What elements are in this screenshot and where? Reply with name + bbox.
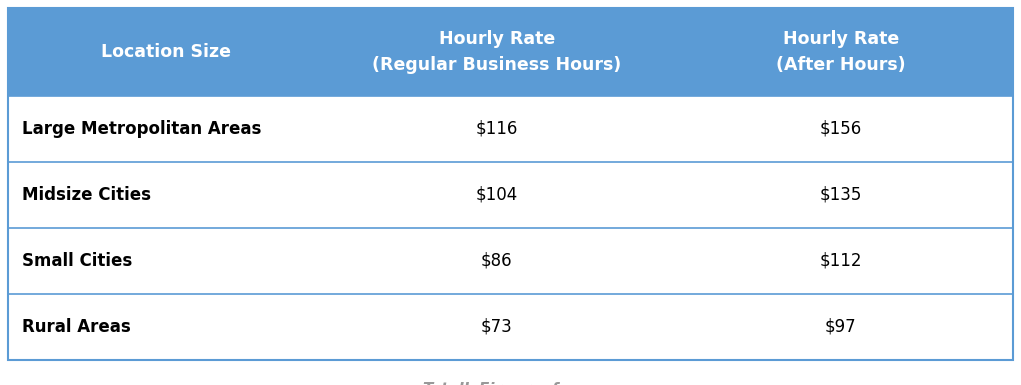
Text: $135: $135 xyxy=(820,186,862,204)
Bar xyxy=(669,96,1013,162)
Text: $156: $156 xyxy=(820,120,862,138)
Bar xyxy=(325,162,669,228)
Bar xyxy=(8,228,325,294)
Bar xyxy=(325,294,669,360)
Text: $73: $73 xyxy=(481,318,513,336)
Bar xyxy=(669,228,1013,294)
Bar xyxy=(8,96,325,162)
Text: Location Size: Location Size xyxy=(101,43,232,61)
Text: $86: $86 xyxy=(481,252,513,270)
Text: Hourly Rate
(After Hours): Hourly Rate (After Hours) xyxy=(776,30,906,74)
Text: $112: $112 xyxy=(820,252,862,270)
Text: Small Cities: Small Cities xyxy=(22,252,133,270)
Bar xyxy=(669,294,1013,360)
Bar xyxy=(8,294,325,360)
Text: $104: $104 xyxy=(476,186,518,204)
Bar xyxy=(8,8,1013,96)
Bar xyxy=(325,228,669,294)
Bar xyxy=(325,96,669,162)
Bar xyxy=(669,162,1013,228)
Text: Midsize Cities: Midsize Cities xyxy=(22,186,151,204)
Text: TotallyFireproof.com: TotallyFireproof.com xyxy=(423,382,598,385)
Text: Hourly Rate
(Regular Business Hours): Hourly Rate (Regular Business Hours) xyxy=(372,30,622,74)
Text: Rural Areas: Rural Areas xyxy=(22,318,131,336)
Bar xyxy=(8,162,325,228)
Text: $116: $116 xyxy=(476,120,518,138)
Text: Large Metropolitan Areas: Large Metropolitan Areas xyxy=(22,120,261,138)
Text: $97: $97 xyxy=(825,318,857,336)
